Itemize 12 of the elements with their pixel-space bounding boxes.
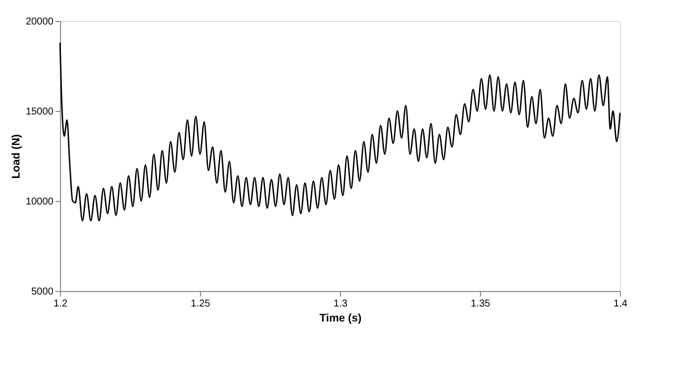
x-axis-title: Time (s) (320, 312, 362, 324)
x-tick-label: 1.3 (334, 298, 348, 310)
y-tick-label: 15000 (26, 106, 54, 118)
x-tick-label: 1.2 (54, 298, 68, 310)
y-tick-label: 10000 (26, 196, 54, 208)
y-tick-label: 20000 (26, 16, 54, 28)
x-tick-label: 1.35 (470, 298, 491, 310)
line-series (59, 42, 621, 222)
x-tick-label: 1.4 (614, 298, 628, 310)
y-tick-label: 5000 (31, 286, 54, 298)
x-tick-label: 1.25 (190, 298, 211, 310)
y-axis-title: Load (N) (10, 134, 23, 179)
